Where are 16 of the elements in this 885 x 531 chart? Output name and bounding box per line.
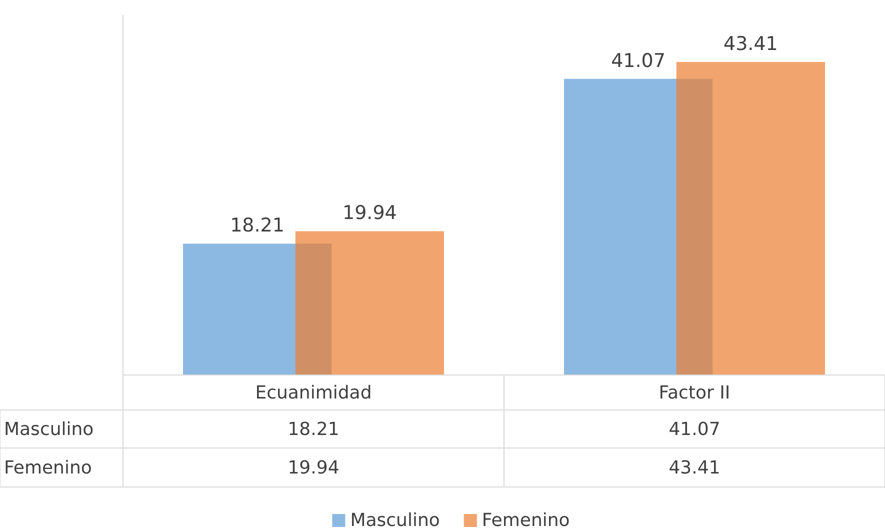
legend-label: Masculino xyxy=(350,510,440,531)
text: Femenino xyxy=(4,458,92,478)
data-label: 43.41 xyxy=(723,32,778,55)
data-label: 18.21 xyxy=(230,214,285,237)
text: 43.41 xyxy=(668,458,720,478)
text: 18.21 xyxy=(288,419,340,440)
text: Masculino xyxy=(4,419,94,440)
bar xyxy=(676,62,825,375)
x-tick-label: Factor II xyxy=(658,382,730,404)
text: 41.07 xyxy=(668,419,720,440)
data-label: 19.94 xyxy=(342,202,397,224)
text: 19.94 xyxy=(288,458,340,478)
data-label: 41.07 xyxy=(611,50,666,72)
bar xyxy=(295,231,444,375)
legend-label: Femenino xyxy=(482,510,570,531)
x-tick-label: Ecuanimidad xyxy=(255,382,372,404)
